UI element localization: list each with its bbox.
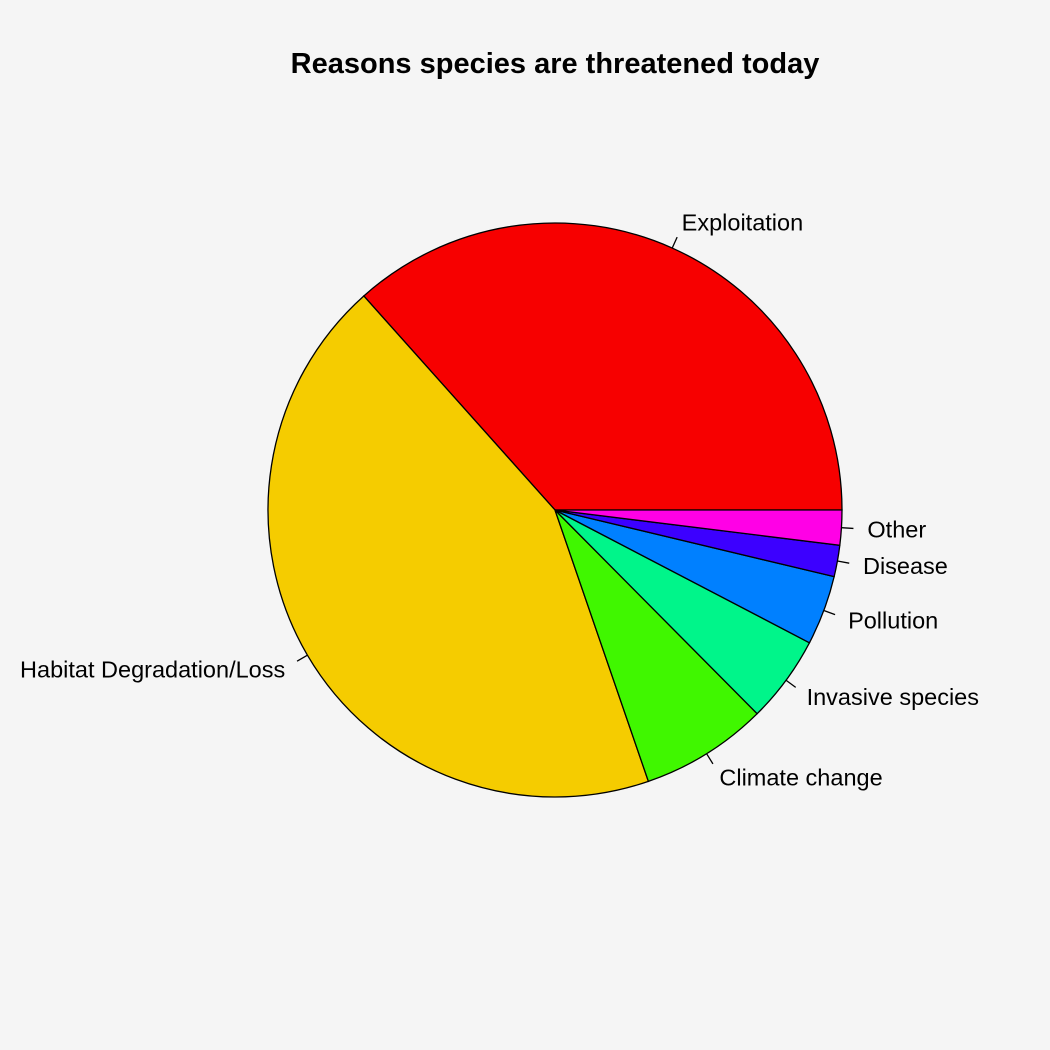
leader-line-climate-change <box>706 753 714 765</box>
slice-label-pollution: Pollution <box>848 607 938 633</box>
leader-line-habitat-degradation-loss <box>296 654 308 662</box>
slice-label-other: Other <box>867 516 926 542</box>
slice-labels: Exploitation Habitat Degradation/Loss Clim… <box>20 209 979 790</box>
pie-slice-exploitation <box>362 222 843 511</box>
slice-label-habitat-degradation-loss: Habitat Degradation/Loss <box>20 656 285 682</box>
slice-label-climate-change: Climate change <box>719 764 882 790</box>
leader-line-exploitation <box>671 236 678 249</box>
leader-line-pollution <box>823 609 836 616</box>
slice-label-disease: Disease <box>863 553 948 579</box>
leader-line-invasive-species <box>785 679 797 688</box>
leader-line-other <box>841 527 854 530</box>
pie-slice-other <box>554 509 843 547</box>
pie-slices <box>267 222 843 798</box>
slice-label-exploitation: Exploitation <box>682 209 804 235</box>
leader-line-disease <box>837 560 850 564</box>
chart-title: Reasons species are threatened today <box>291 48 820 80</box>
slice-label-invasive-species: Invasive species <box>807 684 979 710</box>
label-leader-lines <box>296 236 854 765</box>
pie-slice-habitat-degradation-loss <box>267 295 650 798</box>
pie-slice-climate-change <box>554 509 759 783</box>
